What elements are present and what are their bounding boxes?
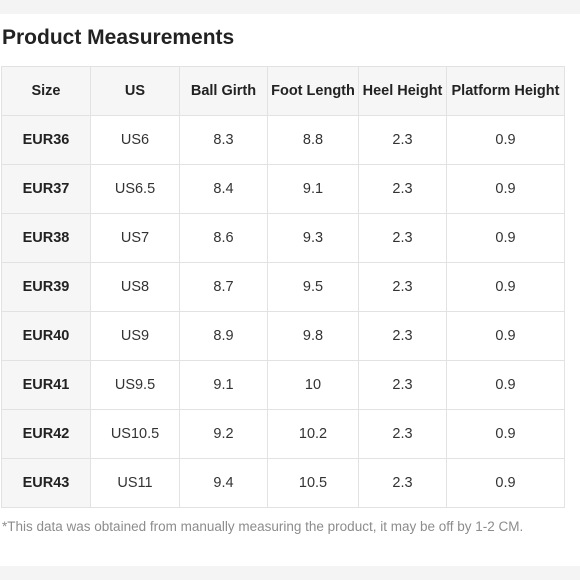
page-title: Product Measurements <box>2 26 235 49</box>
cell-ball-girth: 8.4 <box>179 164 268 214</box>
table-row: EUR42 US10.5 9.2 10.2 2.3 0.9 <box>1 409 565 459</box>
cell-us: US11 <box>90 458 180 508</box>
cell-heel-height: 2.3 <box>358 311 447 361</box>
cell-platform-height: 0.9 <box>446 360 565 410</box>
cell-ball-girth: 8.3 <box>179 115 268 165</box>
cell-us: US9 <box>90 311 180 361</box>
cell-foot-length: 10.2 <box>267 409 359 459</box>
cell-heel-height: 2.3 <box>358 458 447 508</box>
disclaimer-note: *This data was obtained from manually me… <box>2 519 524 534</box>
header-size: Size <box>1 66 91 116</box>
cell-foot-length: 9.3 <box>267 213 359 263</box>
cell-platform-height: 0.9 <box>446 213 565 263</box>
table-row: EUR43 US11 9.4 10.5 2.3 0.9 <box>1 458 565 508</box>
cell-size: EUR41 <box>1 360 91 410</box>
cell-ball-girth: 8.6 <box>179 213 268 263</box>
cell-ball-girth: 8.9 <box>179 311 268 361</box>
header-heel-height: Heel Height <box>358 66 447 116</box>
header-foot-length: Foot Length <box>267 66 359 116</box>
cell-heel-height: 2.3 <box>358 360 447 410</box>
table-row: EUR37 US6.5 8.4 9.1 2.3 0.9 <box>1 164 565 214</box>
cell-ball-girth: 9.4 <box>179 458 268 508</box>
cell-foot-length: 9.8 <box>267 311 359 361</box>
cell-foot-length: 9.1 <box>267 164 359 214</box>
cell-foot-length: 10 <box>267 360 359 410</box>
cell-platform-height: 0.9 <box>446 311 565 361</box>
cell-us: US6 <box>90 115 180 165</box>
cell-platform-height: 0.9 <box>446 409 565 459</box>
cell-ball-girth: 9.2 <box>179 409 268 459</box>
cell-heel-height: 2.3 <box>358 164 447 214</box>
table-row: EUR36 US6 8.3 8.8 2.3 0.9 <box>1 115 565 165</box>
header-ball-girth: Ball Girth <box>179 66 268 116</box>
table-row: EUR40 US9 8.9 9.8 2.3 0.9 <box>1 311 565 361</box>
cell-platform-height: 0.9 <box>446 115 565 165</box>
cell-platform-height: 0.9 <box>446 164 565 214</box>
cell-ball-girth: 8.7 <box>179 262 268 312</box>
header-us: US <box>90 66 180 116</box>
cell-size: EUR40 <box>1 311 91 361</box>
cell-heel-height: 2.3 <box>358 213 447 263</box>
cell-size: EUR42 <box>1 409 91 459</box>
cell-ball-girth: 9.1 <box>179 360 268 410</box>
cell-size: EUR38 <box>1 213 91 263</box>
cell-foot-length: 10.5 <box>267 458 359 508</box>
table-row: EUR39 US8 8.7 9.5 2.3 0.9 <box>1 262 565 312</box>
cell-size: EUR39 <box>1 262 91 312</box>
cell-us: US9.5 <box>90 360 180 410</box>
size-table: Size US Ball Girth Foot Length Heel Heig… <box>1 66 565 508</box>
cell-size: EUR36 <box>1 115 91 165</box>
cell-us: US7 <box>90 213 180 263</box>
table-header-row: Size US Ball Girth Foot Length Heel Heig… <box>1 66 565 116</box>
cell-foot-length: 8.8 <box>267 115 359 165</box>
measurements-card: Product Measurements Size US Ball Girth … <box>0 14 580 566</box>
header-platform-height: Platform Height <box>446 66 565 116</box>
cell-heel-height: 2.3 <box>358 409 447 459</box>
cell-foot-length: 9.5 <box>267 262 359 312</box>
cell-us: US8 <box>90 262 180 312</box>
cell-heel-height: 2.3 <box>358 262 447 312</box>
table-row: EUR38 US7 8.6 9.3 2.3 0.9 <box>1 213 565 263</box>
cell-platform-height: 0.9 <box>446 458 565 508</box>
cell-us: US10.5 <box>90 409 180 459</box>
cell-size: EUR37 <box>1 164 91 214</box>
cell-heel-height: 2.3 <box>358 115 447 165</box>
table-row: EUR41 US9.5 9.1 10 2.3 0.9 <box>1 360 565 410</box>
cell-us: US6.5 <box>90 164 180 214</box>
cell-platform-height: 0.9 <box>446 262 565 312</box>
cell-size: EUR43 <box>1 458 91 508</box>
